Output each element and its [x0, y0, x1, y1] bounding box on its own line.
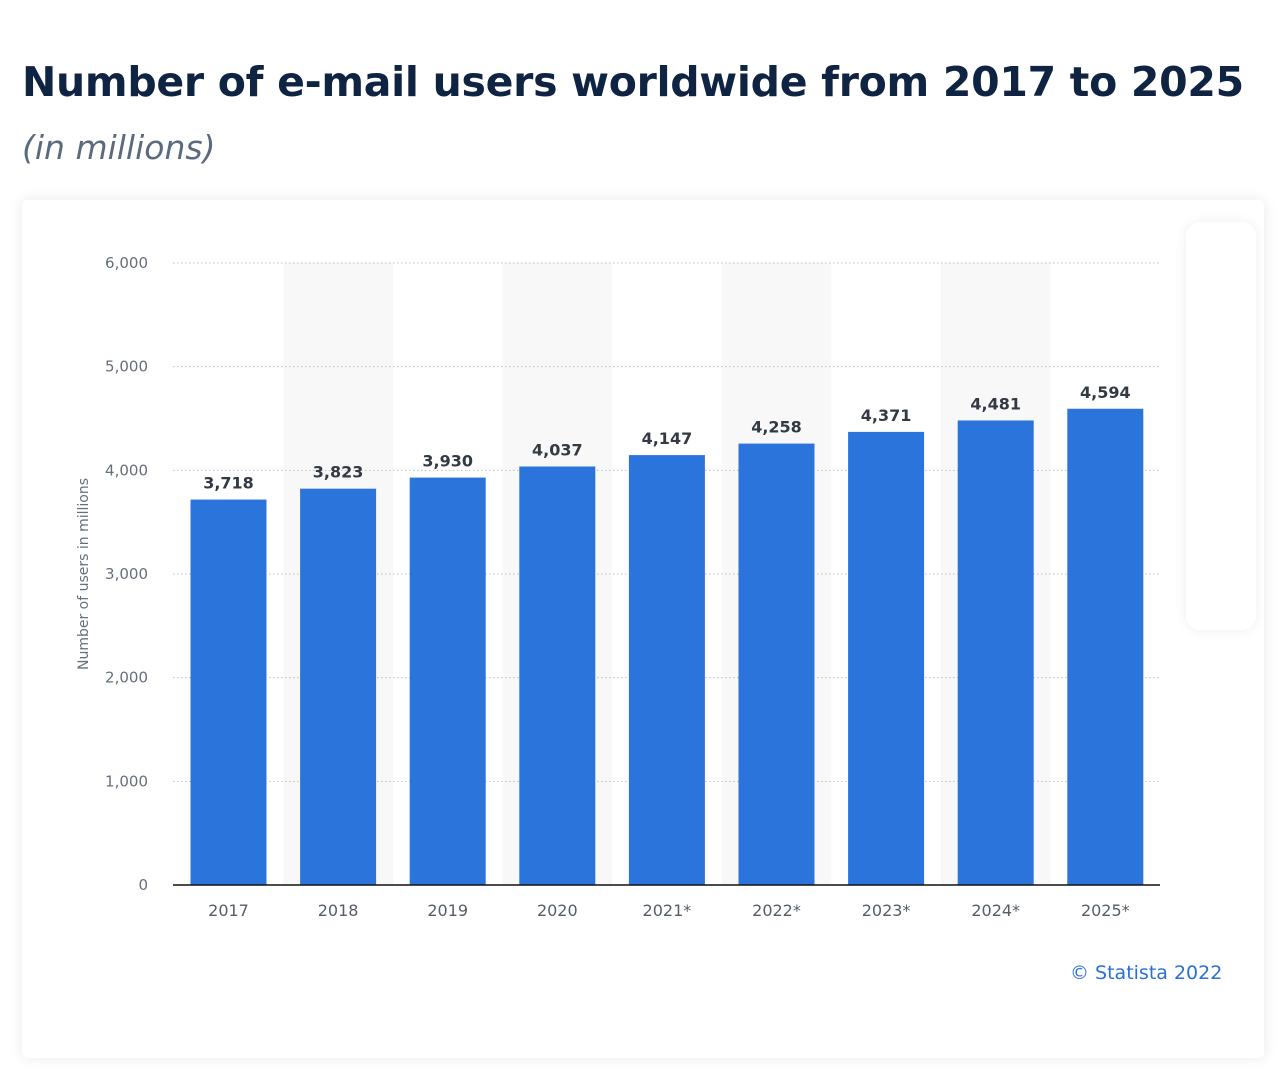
page-title: Number of e-mail users worldwide from 20…: [22, 58, 1244, 106]
page-subtitle: (in millions): [22, 128, 216, 167]
bar-value-label: 4,481: [970, 394, 1021, 413]
y-tick-label: 4,000: [105, 461, 148, 479]
x-axis-ticks: 2017 2018 2019 2020 2021* 2022* 2023* 2024* 2025…: [208, 901, 1130, 920]
bar-value-label: 3,718: [203, 474, 254, 493]
side-toolbar-panel: [1186, 222, 1256, 630]
bar: [409, 477, 486, 885]
y-tick-label: 1,000: [105, 772, 148, 790]
y-tick-label: 0: [138, 876, 148, 894]
bars: [190, 408, 1144, 885]
bar-value-label: 3,823: [313, 463, 364, 482]
bar: [628, 455, 705, 885]
y-tick-label: 3,000: [105, 565, 148, 583]
bar-value-label: 3,930: [422, 452, 473, 471]
x-tick-label: 2024*: [971, 901, 1020, 920]
bar-value-label: 4,594: [1080, 383, 1131, 402]
x-tick-label: 2020: [537, 901, 578, 920]
x-tick-label: 2017: [208, 901, 249, 920]
bar: [300, 488, 377, 885]
y-tick-label: 2,000: [105, 669, 148, 687]
bar: [848, 431, 925, 885]
bar: [738, 443, 815, 885]
x-tick-label: 2023*: [862, 901, 911, 920]
bar-value-label: 4,147: [642, 429, 693, 448]
bar-value-label: 4,371: [861, 406, 912, 425]
x-tick-label: 2019: [427, 901, 468, 920]
bar-value-labels: 3,718 3,823 3,930 4,037 4,147 4,258 4,371 4,481…: [203, 383, 1130, 493]
y-axis-ticks: 0 1,000 2,000 3,000 4,000 5,000 6,000: [105, 254, 148, 894]
bar: [957, 420, 1034, 885]
y-tick-label: 5,000: [105, 358, 148, 376]
x-tick-label: 2021*: [643, 901, 692, 920]
x-tick-label: 2022*: [752, 901, 801, 920]
bar: [190, 499, 267, 885]
x-tick-label: 2018: [318, 901, 359, 920]
y-axis-title: Number of users in millions: [76, 478, 92, 670]
bar: [1067, 408, 1144, 885]
y-tick-label: 6,000: [105, 254, 148, 272]
bar: [519, 466, 596, 885]
bar-value-label: 4,037: [532, 440, 583, 459]
statista-credit-link[interactable]: © Statista 2022: [1070, 962, 1223, 984]
x-tick-label: 2025*: [1081, 901, 1130, 920]
bar-value-label: 4,258: [751, 418, 802, 437]
